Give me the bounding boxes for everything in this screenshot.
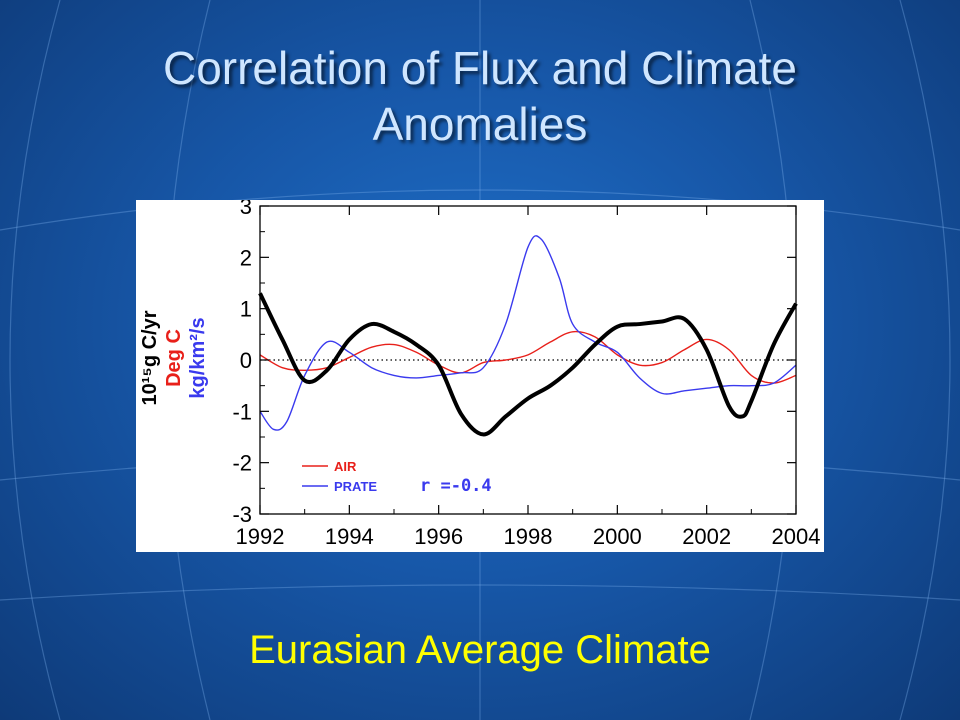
y-tick-label: 2 — [240, 245, 252, 270]
x-tick-label: 1996 — [414, 524, 463, 549]
y-axis-label-line-1: 10¹⁵g C/yr — [139, 310, 161, 405]
y-tick-label: 1 — [240, 297, 252, 322]
y-tick-label: -2 — [232, 451, 252, 476]
slide-caption: Eurasian Average Climate — [249, 628, 711, 672]
x-tick-label: 2004 — [772, 524, 821, 549]
y-axis-label: 10¹⁵g C/yr Deg C kg/km²/s — [139, 310, 209, 405]
x-tick-label: 1994 — [325, 524, 374, 549]
y-tick-label: 0 — [240, 348, 252, 373]
y-axis-label-line-2: Deg C — [163, 329, 185, 387]
x-tick-label: 1998 — [504, 524, 553, 549]
series-line-air — [259, 330, 797, 384]
slide-title-line-2: Anomalies — [372, 98, 588, 150]
y-tick-label: -1 — [232, 399, 252, 424]
correlation-annotation: r =-0.4 — [420, 476, 492, 496]
chart-panel: 10¹⁵g C/yr Deg C kg/km²/s 3 2 1 0 -1 -2 -3 1992… — [136, 200, 824, 552]
series-line-flux — [258, 292, 798, 437]
x-tick-label: 2000 — [593, 524, 642, 549]
x-tick-label: 2002 — [682, 524, 731, 549]
legend-label-prate: PRATE — [334, 479, 377, 494]
y-tick-label: 3 — [240, 200, 252, 219]
series-line-prate — [259, 235, 797, 431]
y-tick-label: -3 — [232, 502, 252, 527]
legend-label-air: AIR — [334, 459, 357, 474]
anomaly-line-chart: 10¹⁵g C/yr Deg C kg/km²/s 3 2 1 0 -1 -2 -31992… — [139, 200, 820, 549]
y-axis-label-line-3: kg/km²/s — [187, 317, 209, 398]
x-tick-label: 1992 — [236, 524, 285, 549]
slide-title-line-1: Correlation of Flux and Climate — [162, 42, 798, 94]
